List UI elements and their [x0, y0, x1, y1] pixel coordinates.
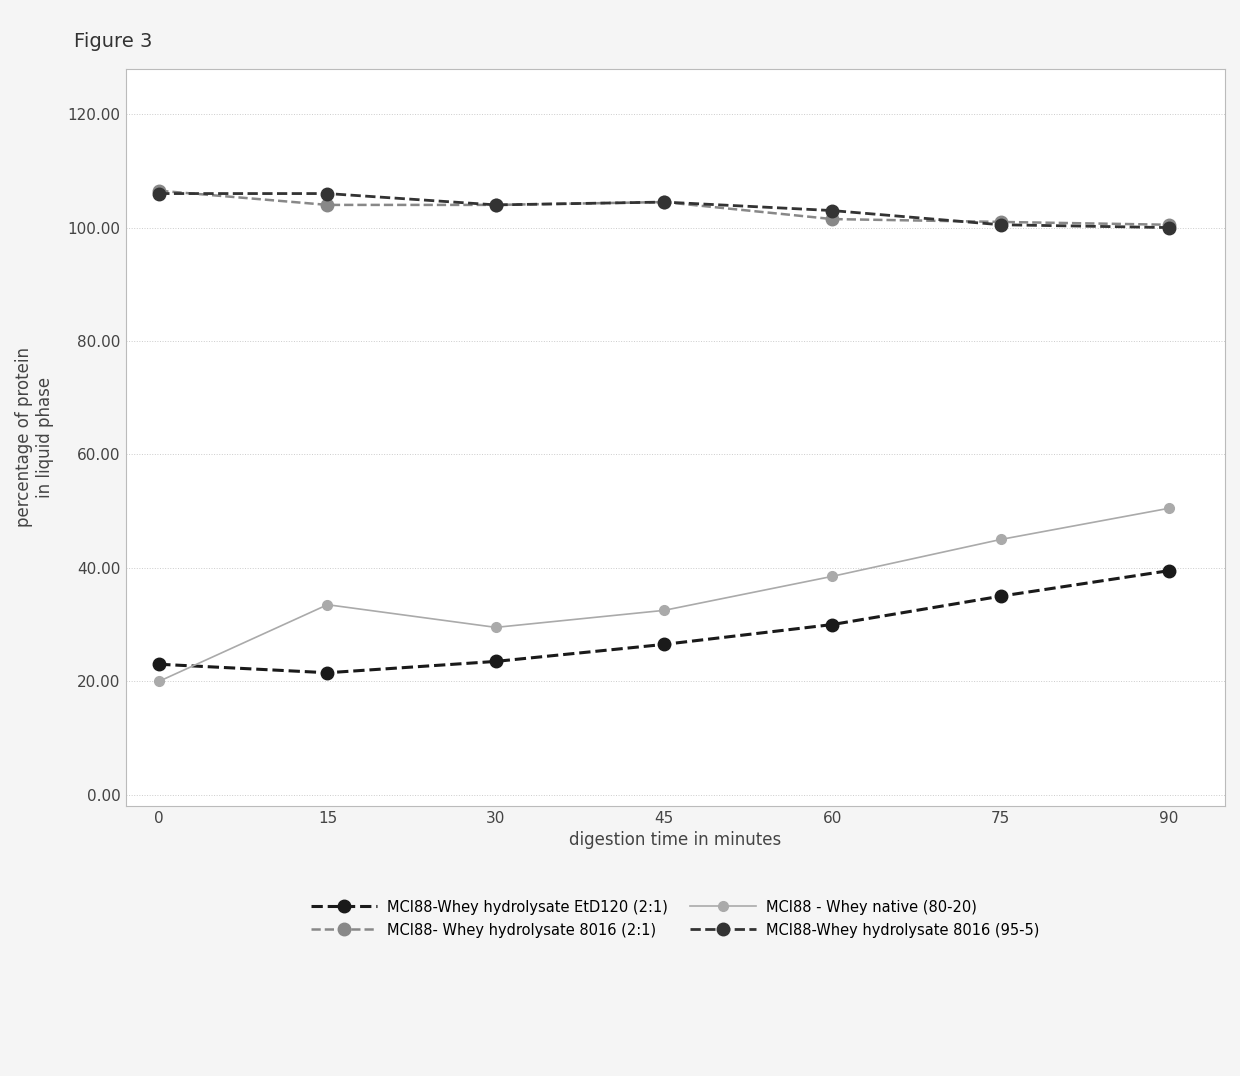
MCI88 - Whey native (80-20): [993, 533, 1008, 546]
MCI88 - Whey native (80-20): [320, 598, 335, 611]
Line: MCI88-Whey hydrolysate EtD120 (2:1): MCI88-Whey hydrolysate EtD120 (2:1): [153, 565, 1176, 679]
MCI88- Whey hydrolysate 8016 (2:1): [993, 215, 1008, 228]
MCI88- Whey hydrolysate 8016 (2:1): [657, 196, 672, 209]
MCI88-Whey hydrolysate EtD120 (2:1): [489, 655, 503, 668]
MCI88-Whey hydrolysate EtD120 (2:1): [993, 590, 1008, 603]
Y-axis label: percentage of protein
in liquid phase: percentage of protein in liquid phase: [15, 348, 53, 527]
Line: MCI88-Whey hydrolysate 8016 (95-5): MCI88-Whey hydrolysate 8016 (95-5): [153, 187, 1176, 233]
MCI88-Whey hydrolysate 8016 (95-5): [151, 187, 166, 200]
MCI88-Whey hydrolysate 8016 (95-5): [825, 204, 839, 217]
MCI88-Whey hydrolysate EtD120 (2:1): [320, 666, 335, 679]
MCI88-Whey hydrolysate EtD120 (2:1): [825, 618, 839, 631]
MCI88-Whey hydrolysate 8016 (95-5): [657, 196, 672, 209]
MCI88- Whey hydrolysate 8016 (2:1): [151, 184, 166, 197]
MCI88-Whey hydrolysate 8016 (95-5): [320, 187, 335, 200]
MCI88-Whey hydrolysate 8016 (95-5): [1162, 222, 1177, 235]
Line: MCI88- Whey hydrolysate 8016 (2:1): MCI88- Whey hydrolysate 8016 (2:1): [153, 184, 1176, 231]
MCI88 - Whey native (80-20): [1162, 501, 1177, 514]
Line: MCI88 - Whey native (80-20): MCI88 - Whey native (80-20): [154, 504, 1174, 686]
MCI88 - Whey native (80-20): [489, 621, 503, 634]
MCI88-Whey hydrolysate EtD120 (2:1): [1162, 564, 1177, 577]
Text: Figure 3: Figure 3: [74, 32, 153, 52]
MCI88- Whey hydrolysate 8016 (2:1): [1162, 218, 1177, 231]
MCI88 - Whey native (80-20): [825, 570, 839, 583]
Legend: MCI88-Whey hydrolysate EtD120 (2:1), MCI88- Whey hydrolysate 8016 (2:1), MCI88 -: MCI88-Whey hydrolysate EtD120 (2:1), MCI…: [305, 894, 1045, 944]
MCI88-Whey hydrolysate EtD120 (2:1): [151, 657, 166, 670]
MCI88-Whey hydrolysate 8016 (95-5): [993, 218, 1008, 231]
MCI88-Whey hydrolysate EtD120 (2:1): [657, 638, 672, 651]
MCI88- Whey hydrolysate 8016 (2:1): [489, 198, 503, 211]
MCI88 - Whey native (80-20): [657, 604, 672, 617]
MCI88 - Whey native (80-20): [151, 675, 166, 688]
MCI88- Whey hydrolysate 8016 (2:1): [320, 198, 335, 211]
MCI88-Whey hydrolysate 8016 (95-5): [489, 198, 503, 211]
MCI88- Whey hydrolysate 8016 (2:1): [825, 213, 839, 226]
X-axis label: digestion time in minutes: digestion time in minutes: [569, 832, 781, 849]
